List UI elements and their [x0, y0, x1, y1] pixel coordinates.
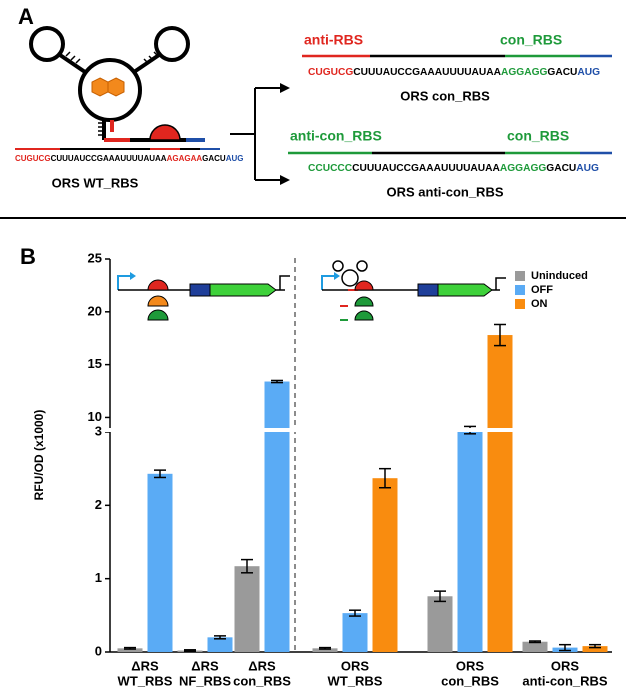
- error-bar: [241, 558, 253, 574]
- region-label: anti-con_RBS: [290, 128, 382, 144]
- bar: [234, 566, 260, 652]
- x-tick-label: ORS: [341, 658, 370, 673]
- y-tick-label: 10: [88, 409, 102, 424]
- error-bar: [529, 640, 541, 644]
- region-label: con_RBS: [507, 128, 569, 144]
- y-tick-label: 25: [88, 250, 102, 265]
- legend-label: OFF: [531, 284, 553, 296]
- x-tick-label: anti-con_RBS: [522, 673, 608, 688]
- sequence-part: CUGUCG: [15, 154, 51, 163]
- sequence-part: AUG: [577, 67, 600, 78]
- legend-swatch: [515, 271, 525, 281]
- x-tick-label: WT_RBS: [328, 673, 383, 688]
- error-bar: [559, 643, 571, 652]
- y-tick-label: 0: [95, 643, 102, 658]
- error-bar: [124, 646, 136, 650]
- y-axis-label: RFU/OD (x1000): [32, 410, 46, 501]
- sequence-part: AUG: [226, 154, 244, 163]
- bar: [117, 648, 143, 652]
- y-tick-label: 2: [95, 497, 102, 512]
- bar: [264, 381, 290, 652]
- x-tick-label: ΔRS: [131, 658, 159, 673]
- construct-inset: [117, 260, 506, 321]
- sequence: CUGUCGCUUUAUCCGAAAUUUUAUAAAGGAGGGACUAUG: [308, 67, 600, 78]
- sequence-part: CUUUAUCCGAAAUUUUAUAA: [353, 67, 501, 78]
- sequence-part: GACU: [202, 154, 226, 163]
- x-tick-label: ΔRS: [248, 658, 276, 673]
- sequence-part: AUG: [576, 163, 599, 174]
- error-bar: [154, 469, 166, 479]
- legend-swatch: [515, 285, 525, 295]
- x-tick-label: con_RBS: [441, 673, 499, 688]
- arrow-head: [280, 83, 290, 93]
- bar: [147, 473, 173, 652]
- bar: [487, 335, 513, 652]
- panel-label: A: [18, 4, 34, 29]
- panel-label: B: [20, 244, 36, 269]
- bar: [522, 641, 548, 652]
- y-tick-label: 1: [95, 570, 102, 585]
- ribosome: [149, 124, 181, 141]
- branch-arrows: [230, 87, 283, 181]
- sequence-part: CUGUCG: [308, 67, 353, 78]
- construct-name: ORS WT_RBS: [52, 175, 139, 190]
- x-tick-label: ORS: [551, 658, 580, 673]
- error-bar: [349, 609, 361, 617]
- error-bar: [589, 643, 601, 649]
- error-bar: [319, 646, 331, 650]
- y-tick-label: 3: [95, 423, 102, 438]
- arrow-head: [280, 175, 290, 185]
- x-tick-label: WT_RBS: [118, 673, 173, 688]
- error-bar: [214, 635, 226, 640]
- y-tick-label: 20: [88, 303, 102, 318]
- ligand: [91, 77, 125, 97]
- x-tick-label: NF_RBS: [179, 673, 231, 688]
- legend-swatch: [515, 299, 525, 309]
- bar: [207, 637, 233, 652]
- construct-name: ORS anti-con_RBS: [386, 184, 503, 199]
- region-label: anti-RBS: [304, 32, 363, 48]
- x-tick-label: ΔRS: [191, 658, 219, 673]
- bar: [427, 596, 453, 652]
- sequence-part: AGGAGG: [501, 67, 547, 78]
- error-bar: [434, 590, 446, 603]
- bar: [312, 648, 338, 652]
- sequence-part: CUUUAUCCGAAAUUUUAUAA: [352, 163, 500, 174]
- axis-break: [104, 428, 612, 432]
- sequence-part: AGAGAA: [167, 154, 203, 163]
- sequence-part: CCUCCC: [308, 163, 353, 174]
- legend-label: ON: [531, 298, 548, 310]
- construct-name: ORS con_RBS: [400, 88, 490, 103]
- region-label: con_RBS: [500, 32, 562, 48]
- sequence-part: GACU: [547, 67, 577, 78]
- bar: [342, 613, 368, 652]
- stem-hatches: [65, 51, 159, 136]
- sequence: CCUCCCCUUUAUCCGAAAUUUUAUAAAGGAGGGACUAUG: [308, 163, 599, 174]
- sequence-part: GACU: [546, 163, 576, 174]
- sequence: CUGUCGCUUUAUCCGAAAUUUUAUAAAGAGAAGACUAUG: [15, 154, 243, 163]
- error-bar: [379, 467, 391, 489]
- bar: [457, 430, 483, 652]
- legend-label: Uninduced: [531, 270, 588, 282]
- x-tick-label: con_RBS: [233, 673, 291, 688]
- chart: 012310152025ΔRSWT_RBSΔRSNF_RBSΔRScon_RBS…: [88, 250, 612, 688]
- sequence-part: AGGAGG: [500, 163, 546, 174]
- error-bar: [271, 379, 283, 384]
- sequence-line: [288, 54, 612, 155]
- bar: [582, 646, 608, 652]
- x-tick-label: ORS: [456, 658, 485, 673]
- sequence-part: CUUUAUCCGAAAUUUUAUAA: [51, 154, 167, 163]
- y-tick-label: 15: [88, 356, 102, 371]
- bar: [372, 478, 398, 652]
- error-bar: [494, 323, 506, 347]
- error-bar: [184, 649, 196, 653]
